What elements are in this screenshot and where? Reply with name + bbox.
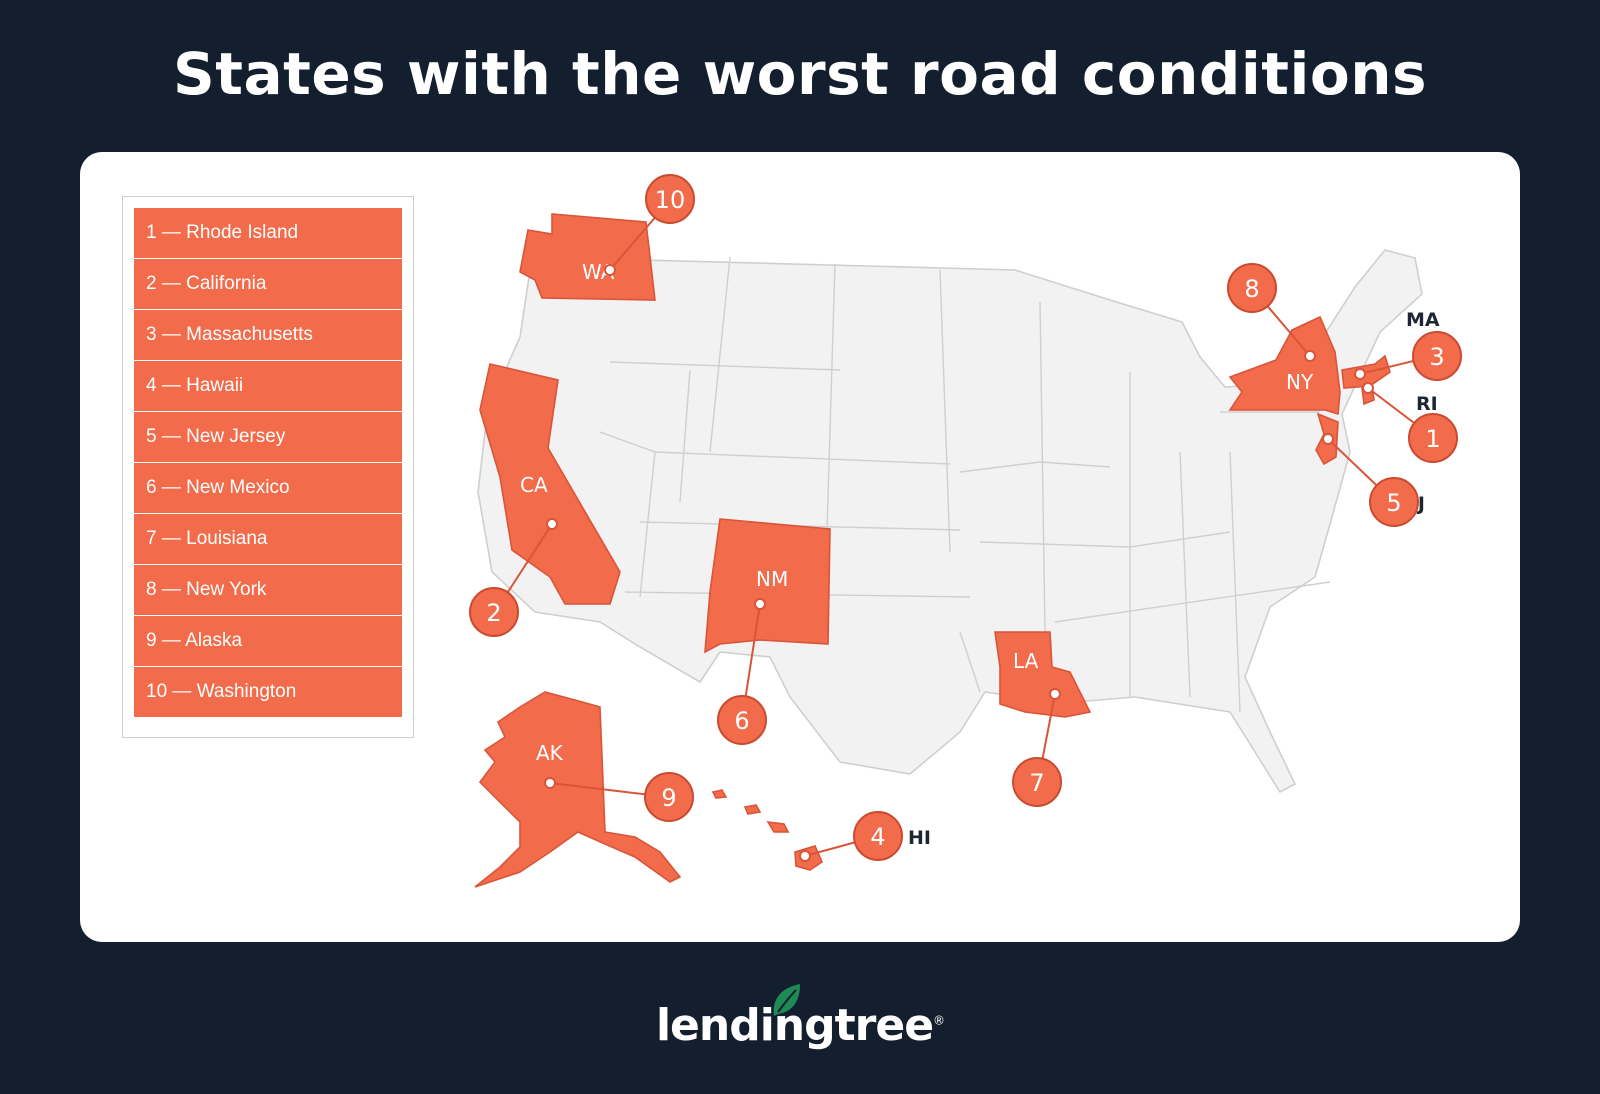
state-louisiana [994,631,1092,718]
rank-nm: 6 [734,707,749,735]
label-nm: NM [756,567,788,591]
hawaii-island-4 [711,789,728,799]
leaf-icon [773,984,800,1016]
rank-badge-nm: 6 [717,695,767,745]
legend-item: 7 — Louisiana [134,514,402,564]
legend-item: 4 — Hawaii [134,361,402,411]
rank-nj: 5 [1386,489,1401,517]
label-ma: MA [1406,309,1440,331]
rank-badge-ak: 9 [644,772,694,822]
state-alaska [474,691,682,888]
state-new-mexico [704,518,831,654]
state-washington [519,213,656,301]
state-california [479,363,621,605]
brand-logo: lendingtree® [0,1000,1600,1051]
rank-ca: 2 [486,599,501,627]
label-ri: RI [1416,393,1438,415]
us-base-shape [477,249,1423,794]
label-ak: AK [536,741,564,765]
map-card: 1 — Rhode Island 2 — California 3 — Mass… [80,152,1520,942]
legend-item: 9 — Alaska [134,616,402,666]
page-title: States with the worst road conditions [172,40,1428,108]
legend-item: 8 — New York [134,565,402,615]
label-la: LA [1013,649,1039,673]
label-hi: HI [908,827,931,849]
rank-ak: 9 [661,784,676,812]
rank-ma: 3 [1429,343,1444,371]
legend-item: 3 — Massachusetts [134,310,402,360]
label-ny: NY [1286,370,1314,394]
rank-ri: 1 [1425,425,1440,453]
rank-hi: 4 [870,823,885,851]
logo-text: lendingtree [655,1000,934,1051]
state-new-york [1228,315,1341,416]
label-ca: CA [520,473,548,497]
rank-badge-ca: 2 [469,587,519,637]
rank-ny: 8 [1244,275,1259,303]
rank-badge-ny: 8 [1227,263,1277,313]
legend-item: 5 — New Jersey [134,412,402,462]
ranking-legend: 1 — Rhode Island 2 — California 3 — Mass… [122,196,414,738]
hawaii-island-2 [766,821,790,833]
rank-badge-ma: 3 [1412,331,1462,381]
us-map: WA CA NM LA NY MA RI NJ AK HI [469,174,1462,888]
state-borders [599,256,1331,713]
legend-item: 2 — California [134,259,402,309]
rank-la: 7 [1029,769,1044,797]
legend-item: 1 — Rhode Island [134,208,402,258]
rank-badge-hi: 4 [853,811,903,861]
legend-item: 6 — New Mexico [134,463,402,513]
rank-badge-wa: 10 [645,174,695,224]
legend-item: 10 — Washington [134,667,402,717]
rank-badge-la: 7 [1012,757,1062,807]
logo-registered-mark: ® [933,1013,945,1028]
rank-badge-ri: 1 [1408,413,1458,463]
state-dots [544,264,1374,862]
rank-wa: 10 [655,186,686,214]
hawaii-island-3 [743,804,762,815]
rank-badge-nj: 5 [1369,477,1419,527]
